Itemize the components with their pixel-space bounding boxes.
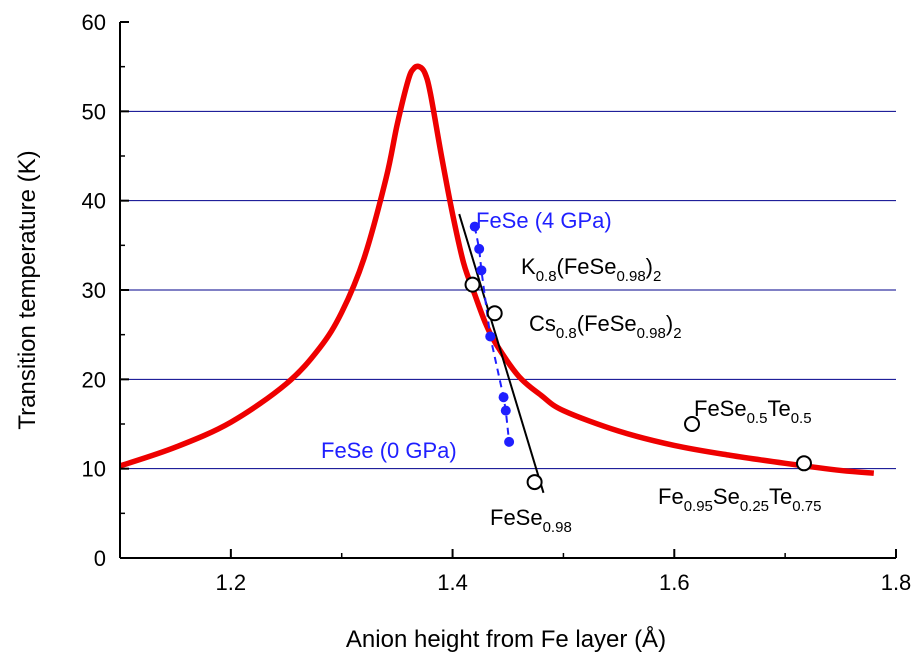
annotation-cs-fese: Cs0.8(FeSe0.98)2: [529, 311, 682, 342]
annotation-k-fese: K0.8(FeSe0.98)2: [521, 254, 661, 285]
horizontal-gridlines: [120, 110, 896, 470]
x-tick-label: 1.6: [659, 570, 690, 595]
ticks: 0 10 20 30 40 50 60 1.2 1.4 1.6 1.8: [82, 10, 912, 595]
annotation-fese-0gpa: FeSe (0 GPa): [321, 438, 457, 463]
compound-point: [486, 305, 503, 322]
tc-curve: [119, 63, 875, 476]
pressure-point: [500, 405, 511, 416]
y-tick-label: 30: [82, 278, 106, 303]
compound-point: [684, 416, 701, 432]
pressure-point: [474, 243, 485, 254]
pressure-point: [504, 436, 515, 447]
y-tick-label: 50: [82, 99, 106, 124]
x-axis-label: Anion height from Fe layer (Å): [346, 625, 666, 653]
y-tick-label: 60: [82, 10, 106, 35]
annotation-fese098: FeSe0.98: [490, 505, 572, 536]
x-tick-label: 1.2: [216, 570, 247, 595]
pressure-point: [476, 265, 487, 276]
x-tick-label: 1.4: [437, 570, 468, 595]
annotation-fe095: Fe0.95Se0.25Te0.75: [658, 484, 821, 515]
y-tick-label: 20: [82, 367, 106, 392]
data-layer: [119, 63, 875, 494]
annotation-fesete: FeSe0.5Te0.5: [694, 396, 812, 427]
compound-point: [464, 276, 481, 293]
pressure-point: [469, 221, 480, 232]
compound-point: [526, 474, 543, 491]
y-axis-label: Transition temperature (K): [14, 150, 41, 429]
annotation-fese-4gpa: FeSe (4 GPa): [476, 208, 612, 233]
pressure-point: [498, 392, 509, 403]
fit-line: [458, 213, 545, 494]
y-tick-label: 40: [82, 189, 106, 214]
y-tick-label: 0: [94, 546, 106, 571]
compound-point: [795, 455, 812, 472]
pressure-point: [485, 331, 496, 342]
x-tick-label: 1.8: [881, 570, 912, 595]
y-tick-label: 10: [82, 457, 106, 482]
